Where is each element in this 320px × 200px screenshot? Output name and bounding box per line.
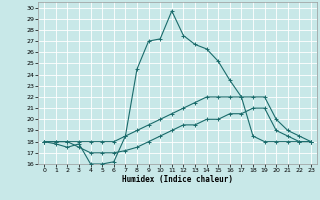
X-axis label: Humidex (Indice chaleur): Humidex (Indice chaleur) <box>122 175 233 184</box>
